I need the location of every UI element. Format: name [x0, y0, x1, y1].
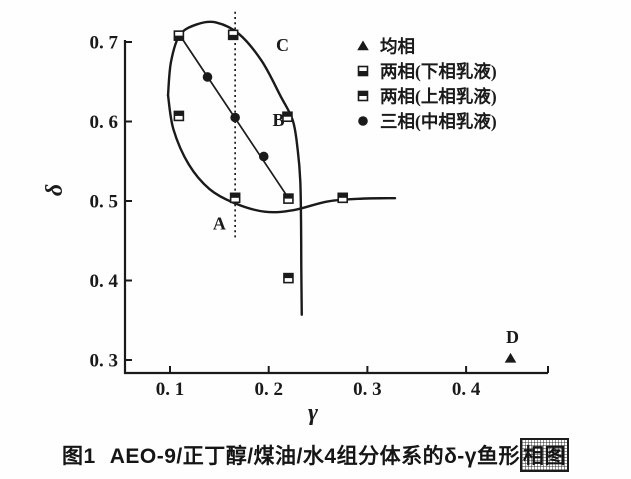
square-marker-top-fill [282, 112, 292, 117]
fish-phase-diagram: 0. 3 0. 4 0. 5 0. 6 0. 7 0. 1 0. 2 0. 3 0. 4 δ γ A B… [42, 11, 549, 426]
legend-label: 两相(上相乳液) [380, 87, 497, 107]
caption-text-glitched: 相图 [519, 438, 569, 472]
square-marker-bottom-fill [358, 71, 368, 76]
caption-text: AEO-9/正丁醇/煤油/水4组分体系的δ-γ鱼形 [109, 445, 520, 468]
square-marker-top-fill [358, 91, 368, 96]
axes-frame [123, 40, 548, 375]
x-tick-label: 0. 3 [353, 379, 382, 400]
y-tick-label: 0. 5 [90, 192, 119, 213]
region-label-C: C [276, 35, 289, 55]
legend-label: 两相(下相乳液) [380, 62, 497, 82]
triangle-marker [357, 40, 369, 51]
region-label-D: D [506, 327, 519, 347]
x-tick-label: 0. 4 [452, 379, 481, 400]
circle-marker [258, 151, 269, 162]
square-marker-top-fill [338, 193, 348, 198]
x-tick-label: 0. 1 [156, 379, 185, 400]
square-marker-top-fill [230, 193, 240, 198]
region-label-B: B [273, 110, 285, 130]
axis-label-delta: δ [42, 184, 68, 196]
triangle-marker [504, 352, 517, 363]
square-marker-bottom-fill [228, 34, 238, 40]
figure-caption: 图1 AEO-9/正丁醇/煤油/水4组分体系的δ-γ鱼形 相图 [0, 438, 631, 472]
circle-marker [230, 112, 240, 123]
x-tick-label: 0. 2 [254, 379, 283, 400]
legend-label: 均相 [380, 37, 415, 57]
circle-marker [358, 116, 368, 126]
caption-figure-number: 图1 [62, 445, 96, 468]
y-tick-label: 0. 3 [90, 351, 119, 372]
square-marker-top-fill [174, 111, 184, 116]
square-marker-top-fill [283, 273, 293, 279]
legend-label: 三相(中相乳液) [380, 112, 497, 132]
square-marker-bottom-fill [174, 35, 184, 41]
region-label-A: A [213, 213, 226, 233]
y-tick-label: 0. 4 [90, 271, 119, 292]
y-tick-label: 0. 7 [90, 33, 119, 54]
y-tick-label: 0. 6 [90, 112, 119, 133]
square-marker-top-fill [283, 194, 293, 199]
circle-marker [202, 72, 213, 82]
axis-label-gamma: γ [308, 400, 318, 426]
